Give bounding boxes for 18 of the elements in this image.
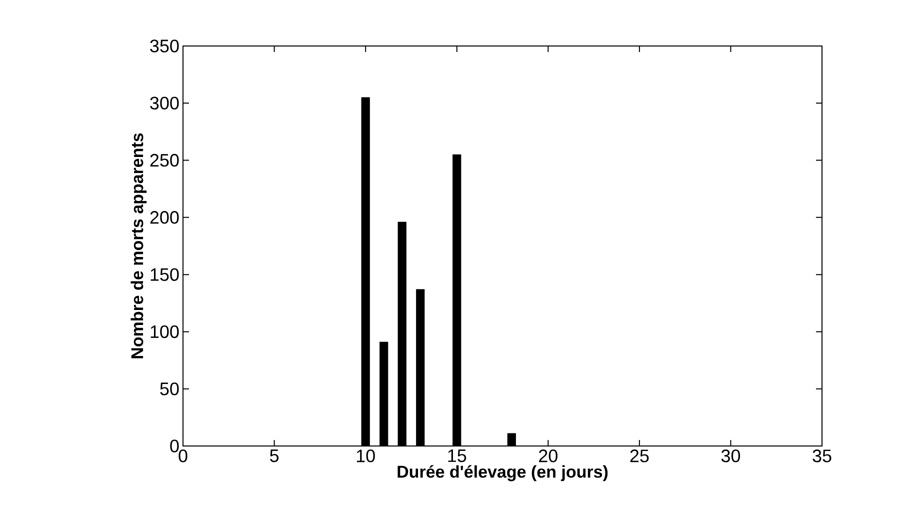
y-tick-label: 100 [150, 325, 179, 338]
x-tick-label: 15 [448, 450, 466, 462]
y-tick-label: 150 [150, 268, 179, 281]
y-tick-label: 300 [150, 96, 179, 110]
x-tick-label: 25 [630, 450, 649, 462]
y-tick-label: 250 [150, 154, 179, 167]
x-tick-label: 0 [178, 450, 188, 462]
y-tick-label: 200 [150, 211, 179, 224]
y-axis-title: Nombre de morts apparents [130, 133, 147, 358]
y-tick-label: 350 [150, 40, 179, 52]
y-tick-label: 0 [170, 440, 179, 452]
x-axis-title: Durée d'élevage (en jours) [398, 465, 608, 482]
y-tick-label: 50 [160, 382, 179, 396]
x-tick-label: 35 [812, 450, 832, 462]
x-tick-label: 30 [721, 450, 740, 462]
x-tick-label: 20 [539, 450, 558, 462]
x-tick-label: 10 [356, 450, 375, 462]
x-tick-label: 5 [270, 450, 279, 462]
